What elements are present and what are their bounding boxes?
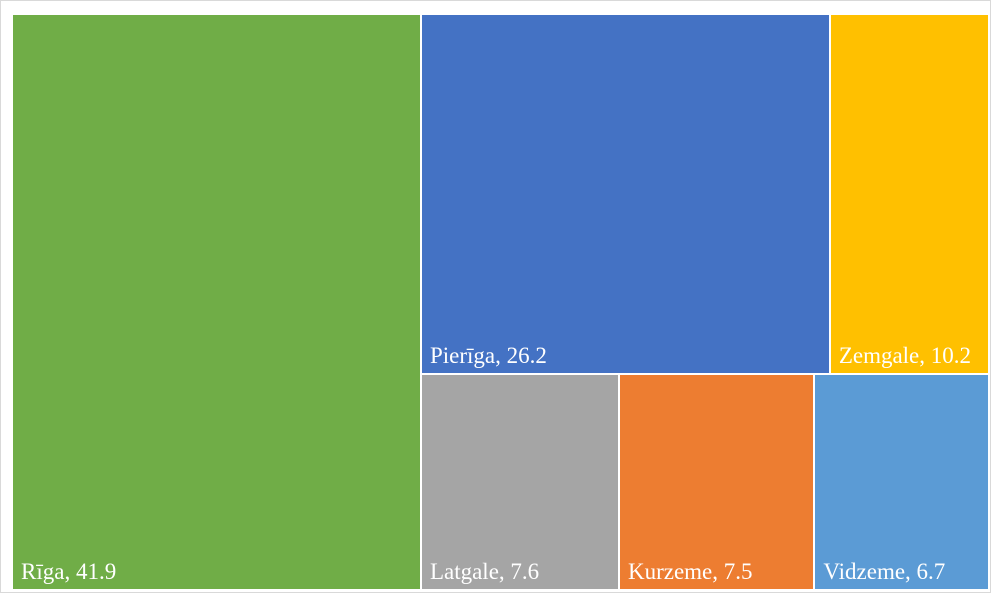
treemap-cell: Zemgale, 10.2 [829, 14, 989, 375]
cell-label: Pierīga, 26.2 [429, 343, 547, 369]
treemap-cell: Rīga, 41.9 [12, 14, 421, 590]
cell-label: Zemgale, 10.2 [838, 343, 972, 369]
cell-label: Vidzeme, 6.7 [823, 558, 946, 584]
cell-label: Rīga, 41.9 [21, 559, 117, 584]
treemap-cell: Kurzeme, 7.5 [618, 374, 815, 590]
treemap-cell: Pierīga, 26.2 [420, 14, 830, 375]
treemap-cell: Vidzeme, 6.7 [814, 374, 989, 590]
cell-label: Latgale, 7.6 [429, 558, 540, 584]
cell-label: Kurzeme, 7.5 [627, 558, 753, 584]
treemap-cell: Latgale, 7.6 [420, 374, 619, 590]
